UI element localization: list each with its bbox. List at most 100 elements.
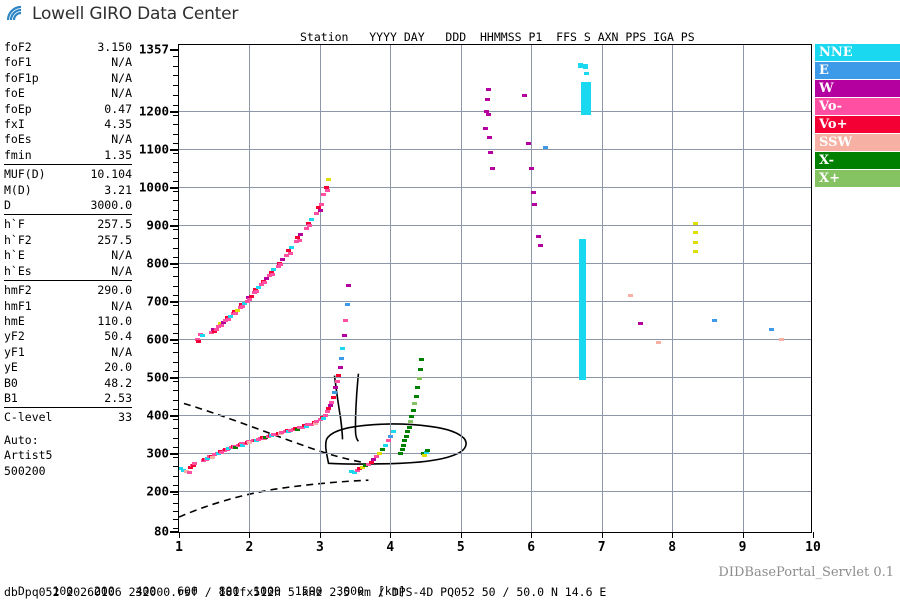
echo-point: [409, 415, 415, 419]
y-axis-minor-tick: [173, 519, 179, 521]
gridline-vertical: [249, 45, 251, 532]
param-key: M(D): [4, 182, 32, 197]
x-axis-label: 1: [175, 540, 183, 555]
gridline-vertical: [601, 45, 603, 532]
gridline-horizontal: [179, 111, 811, 112]
echo-point: [530, 191, 536, 195]
param-key: D: [4, 198, 11, 213]
y-axis-minor-tick: [173, 143, 179, 145]
echo-point: [210, 328, 216, 332]
legend-item-vo[interactable]: Vo+: [815, 116, 900, 133]
y-axis-minor-tick: [173, 418, 179, 420]
gridline-horizontal: [179, 225, 811, 226]
y-axis-minor-tick: [173, 371, 179, 373]
param-value: N/A: [111, 86, 132, 101]
param-value: 290.0: [97, 283, 132, 298]
gridline-horizontal: [179, 301, 811, 302]
y-axis-minor-tick: [173, 55, 179, 57]
y-axis-minor-tick: [173, 219, 179, 221]
echo-point: [391, 430, 397, 434]
y-axis-label: 200: [146, 483, 169, 499]
echo-point: [779, 338, 785, 342]
param-key: hmE: [4, 313, 25, 328]
y-axis-tick: [170, 225, 179, 227]
echo-point: [410, 408, 416, 412]
param-row-foes: foEs N/A: [4, 132, 132, 147]
param-value: 48.2: [104, 375, 132, 390]
brand-header: Lowell GIRO Data Center: [6, 4, 238, 24]
echo-point: [188, 465, 194, 469]
echo-point: [656, 341, 662, 345]
x-axis-tick: [672, 532, 674, 538]
y-axis-tick: [170, 531, 179, 533]
y-axis-tick: [170, 301, 179, 303]
param-row-yf1: yF1 N/A: [4, 345, 132, 360]
interference-echo: [578, 238, 586, 243]
echo-point: [326, 177, 332, 181]
echo-point: [279, 258, 285, 262]
param-group-frequencies: foF2 3.150 foF1 N/A foF1p N/A foE N/A foEp 0.47 fx…: [4, 40, 132, 166]
echo-point: [200, 334, 206, 338]
y-axis-minor-tick: [173, 209, 179, 211]
echo-point: [224, 316, 230, 320]
echo-point: [351, 470, 357, 474]
param-row-foe: foE N/A: [4, 86, 132, 101]
echo-point: [211, 453, 217, 457]
x-axis-tick: [813, 532, 814, 538]
y-axis-minor-tick: [173, 228, 179, 230]
y-axis-label: 500: [146, 369, 169, 385]
param-row-hes: h`Es N/A: [4, 264, 132, 279]
param-row-hmf2: hmF2 290.0: [4, 283, 132, 298]
gridline-horizontal: [179, 339, 811, 340]
param-key: h`F2: [4, 232, 32, 247]
legend-item-vo[interactable]: Vo-: [815, 98, 900, 115]
echo-point: [627, 293, 633, 297]
echo-point: [329, 400, 335, 404]
echo-point: [337, 366, 343, 370]
y-axis-minor-tick: [173, 527, 179, 529]
echo-point: [230, 312, 236, 316]
ionogram-plot[interactable]: 80 200 300 400 500 600 700 800 900 1000 1100 1200 13…: [139, 42, 821, 556]
legend-item-ssw[interactable]: SSW: [815, 134, 900, 151]
echo-point: [312, 421, 318, 425]
legend-item-e[interactable]: E: [815, 62, 900, 79]
echo-point: [405, 430, 411, 434]
gridline-vertical: [742, 45, 744, 532]
y-axis-minor-tick: [173, 323, 179, 325]
legend-item-nne[interactable]: NNE: [815, 44, 900, 61]
echo-point: [259, 282, 265, 286]
y-axis-minor-tick: [173, 65, 179, 67]
echo-point: [314, 212, 320, 216]
echo-point: [371, 458, 377, 462]
echo-point: [537, 244, 543, 248]
param-value: 4.35: [104, 117, 132, 132]
echo-point: [485, 87, 491, 91]
echo-point: [712, 318, 718, 322]
param-row-md: M(D) 3.21: [4, 183, 132, 198]
auto-line: Auto:: [4, 432, 39, 447]
echo-point: [240, 304, 246, 308]
x-axis-label: 6: [527, 540, 536, 555]
y-axis-minor-tick: [173, 114, 179, 116]
echo-point: [529, 167, 535, 171]
legend-item-x[interactable]: X-: [815, 152, 900, 169]
echo-point: [298, 233, 304, 237]
echo-point: [196, 339, 202, 343]
param-row-fmin: fmin 1.35: [4, 148, 132, 163]
echo-point: [184, 469, 190, 473]
legend-item-w[interactable]: W: [815, 80, 900, 97]
gridline-horizontal: [179, 377, 811, 378]
y-axis-label: 900: [146, 217, 169, 233]
echo-point: [226, 446, 232, 450]
echo-point: [227, 314, 233, 318]
brand-title: Lowell GIRO Data Center: [32, 4, 239, 24]
legend-item-x[interactable]: X+: [815, 170, 900, 187]
param-value: 110.0: [97, 313, 132, 328]
param-key: foEs: [4, 132, 32, 147]
echo-point: [316, 206, 322, 210]
echo-point: [319, 202, 325, 206]
param-row-he: h`E N/A: [4, 248, 132, 263]
y-axis-minor-tick: [173, 380, 179, 382]
param-row-fof1: foF1 N/A: [4, 55, 132, 70]
echo-point: [296, 426, 302, 430]
